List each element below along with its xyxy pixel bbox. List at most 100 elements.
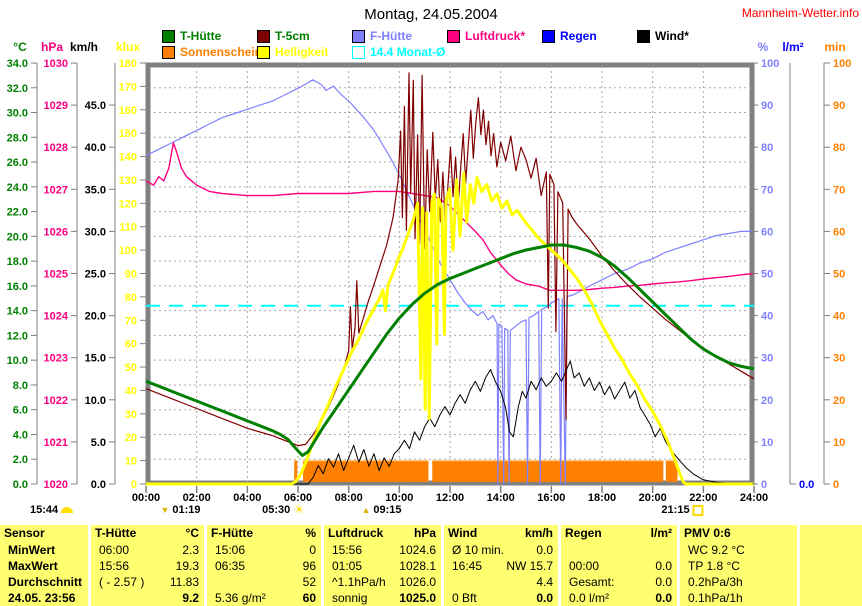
axis-unit-klux: klux — [115, 40, 141, 54]
axis-tick-label-temp: 22.0 — [7, 207, 28, 219]
axis-unit-rain: l/m² — [782, 40, 804, 54]
annotation-time: 05:30 — [262, 504, 291, 516]
axis-tick-label-minutes: 100 — [833, 58, 851, 70]
table-row: ( - 2.57 ) 11.83 — [91, 574, 204, 590]
annotation-sunrise: 05:30 ☀ — [262, 503, 308, 516]
table-header-row: Wind km/h — [444, 525, 558, 542]
legend-swatch-icon — [257, 45, 270, 59]
axis-tick-label-klux: 0 — [131, 479, 137, 491]
axis-tick-label-pressure: 1023 — [44, 353, 68, 365]
table-cell-label: sonnig — [332, 591, 368, 605]
table-row: 15:06 0 — [207, 542, 321, 558]
table-cell-label: 0.0 l/m² — [569, 591, 610, 605]
table-column-t-huette: T-Hütte °C 06:00 2.3 15:56 19.3 ( - 2.57 ) 11.8… — [91, 525, 204, 606]
axis-tick-label-klux: 70 — [125, 315, 137, 327]
axis-tick-label-klux: 80 — [125, 292, 137, 304]
axis-tick-label-klux: 180 — [119, 58, 137, 70]
table-column-wind: Wind km/h Ø 10 min. 0.0 16:45 NW 15.7 4.4 0 Bft… — [444, 525, 558, 606]
axis-tick-label-minutes: 40 — [833, 311, 845, 323]
table-cell-label: ^1.1hPa/h — [332, 575, 386, 589]
axis-tick-label-temp: 6.0 — [13, 405, 28, 417]
legend-item-t-5cm: T-5cm — [257, 29, 310, 43]
axis-tick-label-percent: 80 — [761, 142, 773, 154]
sunshine-bar — [665, 460, 678, 482]
axis-tick-label-klux: 160 — [119, 105, 137, 117]
axis-tick-label-klux: 140 — [119, 152, 137, 164]
moonrise-icon: ▲ — [361, 505, 371, 515]
table-cell-value: NW 15.7 — [506, 559, 553, 573]
axis-tick-label-minutes: 80 — [833, 142, 845, 154]
axis-tick-label-temp: 28.0 — [7, 132, 28, 144]
table-row: 5.36 g/m² 60 — [207, 590, 321, 606]
table-row: WC 9.2 °C — [680, 542, 797, 558]
table-cell-value: 0.0 — [655, 575, 672, 589]
table-row — [800, 558, 862, 574]
time-axis-label: 06:00 — [283, 492, 313, 504]
table-row: 01:05 1028.1 — [324, 558, 441, 574]
legend-swatch-icon — [162, 45, 175, 59]
table-row — [800, 590, 862, 606]
table-cell-value: 19.3 — [175, 559, 199, 573]
table-cell-value: 0 — [309, 543, 316, 557]
table-cell-label: Wind — [448, 526, 478, 540]
table-cell-label: Luftdruck — [328, 526, 384, 540]
time-axis-label: 16:00 — [537, 492, 566, 504]
table-column-f-huette: F-Hütte% 15:06 0 06:35 96 52 5.36 g/m² 60 — [207, 525, 321, 606]
table-cell-label: 15:56 — [332, 543, 363, 557]
table-cell-value: 0.0 — [655, 591, 672, 605]
table-row: MinWert — [0, 542, 88, 558]
legend-item-14.4-monat-: 14.4 Monat-Ø — [352, 45, 445, 59]
axis-tick-label-pressure: 1025 — [44, 269, 68, 281]
axis-tick-label-minutes: 60 — [833, 226, 845, 238]
annotation-time: 21:15 — [661, 504, 690, 516]
table-cell-label: T-Hütte — [95, 526, 137, 540]
legend-label: Helligkeit — [275, 45, 329, 59]
table-cell-label: 24.05. 23:56 — [8, 591, 76, 605]
table-cell-label: 5.36 g/m² — [215, 591, 266, 605]
axis-tick-label-pressure: 1026 — [44, 226, 68, 238]
axis-tick-label-temp: 32.0 — [7, 83, 28, 95]
table-row: 06:00 2.3 — [91, 542, 204, 558]
axis-tick-label-temp: 14.0 — [7, 306, 28, 318]
table-cell-value: 0.0 — [655, 559, 672, 573]
axis-tick-label-wind: 5.0 — [91, 437, 106, 449]
legend-item-sonnenschein: Sonnenschein — [162, 45, 262, 59]
table-cell-label: Gesamt: — [569, 575, 615, 589]
axis-tick-label-wind: 40.0 — [85, 142, 106, 154]
axis-unit-minutes: min — [824, 40, 846, 54]
table-cell-value: 9.2 — [182, 591, 199, 605]
legend-label: Regen — [560, 29, 597, 43]
table-row: 15:56 1024.6 — [324, 542, 441, 558]
table-cell-value: 0.0 — [536, 591, 553, 605]
axis-tick-label-minutes: 30 — [833, 353, 845, 365]
table-cell-label: 0.1hPa/1h — [688, 591, 743, 605]
axis-tick-label-temp: 20.0 — [7, 231, 28, 243]
legend-item-regen: Regen — [542, 29, 597, 43]
axis-tick-label-minutes: 20 — [833, 395, 845, 407]
legend-label: T-5cm — [275, 29, 310, 43]
axis-tick-label-pressure: 1024 — [44, 311, 69, 323]
table-column-regen: Regen l/m² 00:00 0.0 Gesamt: 0.0 0.0 l/m² 0.0 — [561, 525, 677, 606]
table-cell-value: l/m² — [650, 526, 672, 540]
table-cell-label: 15:56 — [99, 559, 130, 573]
table-header-row: Regen l/m² — [561, 525, 677, 542]
table-row: sonnig 1025.0 — [324, 590, 441, 606]
time-axis-label: 10:00 — [385, 492, 414, 504]
table-cell-label: 00:00 — [569, 559, 600, 573]
table-column-empty — [800, 525, 862, 606]
legend-item-f-hütte: F-Hütte — [352, 29, 412, 43]
series-f-huette — [145, 79, 754, 485]
axis-tick-label-pressure: 1030 — [44, 58, 68, 70]
legend-label: F-Hütte — [370, 29, 412, 43]
brand-link[interactable]: Mannheim-Wetter.info — [741, 6, 859, 20]
axis-tick-label-wind: 25.0 — [85, 269, 106, 281]
axis-unit-percent: % — [757, 40, 769, 54]
series-helligkeit — [146, 171, 754, 486]
time-axis-label: 22:00 — [689, 492, 718, 504]
axis-tick-label-pressure: 1028 — [44, 142, 68, 154]
axis-tick-label-percent: 30 — [761, 353, 773, 365]
axis-tick-label-klux: 100 — [119, 245, 137, 257]
axis-tick-label-percent: 70 — [761, 184, 773, 196]
table-cell-value: 4.4 — [536, 575, 553, 589]
